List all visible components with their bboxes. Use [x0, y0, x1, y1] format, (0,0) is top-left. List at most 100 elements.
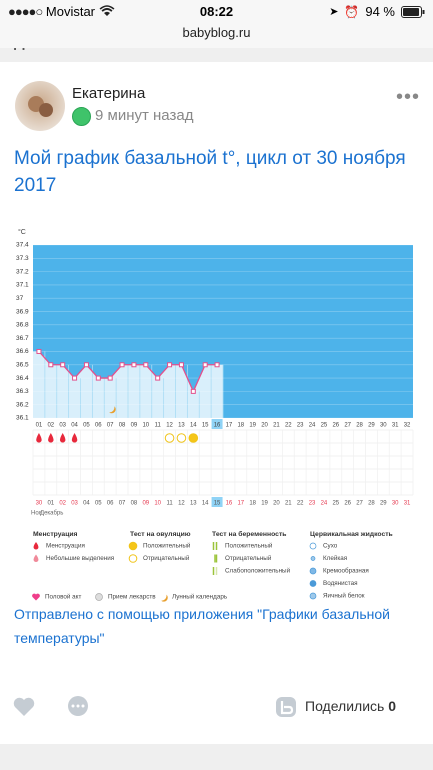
y-tick-label: 36.6 [16, 348, 29, 355]
ovulation-test [176, 433, 187, 443]
temperature-point [72, 375, 78, 381]
today-highlight [211, 497, 223, 507]
x-tick-label: 08 [119, 423, 126, 429]
calendar-date: 18 [249, 501, 256, 507]
y-unit: °C [18, 228, 26, 236]
legend-item: Слабоположительный [225, 567, 291, 575]
temperature-point [119, 362, 125, 368]
share-button[interactable] [274, 695, 298, 719]
y-tick-label: 36.4 [16, 375, 29, 382]
calendar-date: 05 [95, 501, 102, 507]
temperature-point [190, 388, 196, 394]
avatar[interactable] [14, 80, 66, 132]
calendar-date: 23 [309, 501, 316, 507]
legend-group-title: Тест на овуляцию [130, 531, 191, 538]
temperature-point [48, 362, 54, 368]
post-time: 9 минут назад [95, 107, 194, 124]
calendar-date: 03 [71, 501, 78, 507]
legend-icon [95, 593, 103, 601]
calendar-date: 15 [214, 501, 221, 507]
carrier-name: Movistar [45, 4, 96, 19]
x-tick-label: 28 [356, 423, 363, 429]
y-tick-label: 36.7 [16, 335, 29, 342]
shares-count: 0 [388, 698, 396, 714]
post-title[interactable]: Мой график базальной t°, цикл от 30 нояб… [14, 148, 406, 196]
x-tick-label: 13 [178, 423, 185, 429]
comment-button[interactable] [68, 696, 88, 716]
legend-icon [309, 592, 317, 600]
clock: 08:22 [199, 4, 234, 19]
y-tick-label: 36.5 [16, 361, 29, 368]
legend-icon [128, 554, 138, 563]
y-tick-label: 37.1 [16, 282, 29, 289]
calendar-date: 12 [178, 501, 185, 507]
legend-item: Лунный календарь [172, 593, 228, 601]
menstruation-drop [36, 433, 42, 443]
y-tick-label: 36.3 [16, 388, 29, 395]
x-tick-label: 15 [202, 423, 209, 429]
x-tick-label: 24 [309, 423, 316, 429]
x-tick-label: 09 [131, 423, 138, 429]
legend-item: Яичный белок [323, 592, 365, 600]
legend-icon [309, 567, 317, 575]
like-button[interactable] [13, 697, 35, 716]
ovulation-test [188, 433, 199, 443]
author-name[interactable]: Екатерина [72, 85, 146, 102]
temperature-point [143, 362, 149, 368]
x-tick-label: 04 [71, 423, 78, 429]
y-tick-label: 37 [16, 295, 24, 302]
calendar-date: 06 [107, 501, 114, 507]
action-icons [13, 696, 88, 716]
legend-item: Менструация [46, 543, 85, 550]
legend-icon [33, 554, 39, 563]
menstruation-drop [71, 433, 78, 443]
month-label: Ноя [31, 511, 42, 517]
temperature-point [167, 362, 173, 368]
legend-icon [309, 580, 317, 587]
temperature-point [107, 375, 113, 381]
status-right: ➤ ⏰ 94 % [329, 4, 425, 19]
shares: Поделились 0 [305, 698, 396, 714]
url[interactable]: babyblog.ru [182, 25, 251, 40]
calendar-date: 30 [36, 501, 43, 507]
calendar-date: 20 [273, 501, 280, 507]
x-tick-label: 23 [297, 423, 304, 429]
legend-item: Прием лекарств [108, 594, 156, 601]
x-tick-label: 10 [142, 423, 149, 429]
legend-icon [212, 567, 218, 575]
legend-item: Сухо [323, 543, 338, 550]
temperature-point [202, 362, 208, 368]
legend-icon [310, 556, 316, 561]
x-tick-label: 27 [344, 423, 351, 429]
legend-item: Положительный [143, 542, 191, 550]
y-tick-label: 36.9 [16, 308, 29, 315]
calendar-date: 30 [392, 501, 399, 507]
x-tick-label: 18 [237, 423, 244, 429]
legend-icon [212, 554, 218, 563]
legend-item: Клейкая [323, 554, 347, 562]
app-link[interactable]: Отправлено с помощью приложения "Графики… [14, 606, 390, 646]
calendar-date: 04 [83, 501, 90, 507]
calendar-date: 26 [344, 501, 351, 507]
y-tick-label: 36.8 [16, 322, 29, 329]
calendar-date: 16 [226, 501, 233, 507]
x-tick-label: 21 [273, 423, 280, 429]
x-tick-label: 05 [83, 423, 90, 429]
legend-group-title: Цервикальная жидкость [310, 531, 393, 538]
carrier: ●●●●○ Movistar [8, 4, 115, 19]
more-menu[interactable]: ••• [396, 86, 421, 108]
x-tick-label: 26 [332, 423, 339, 429]
x-tick-label: 11 [155, 423, 162, 429]
x-tick-label: 30 [380, 423, 387, 429]
legend-icon [309, 542, 317, 550]
legend-icon [32, 593, 40, 601]
calendar-date: 28 [368, 501, 375, 507]
temperature-point [83, 362, 89, 368]
legend-group-title: Тест на беременность [212, 530, 286, 538]
legend-item: Положительный [225, 542, 273, 550]
calendar-date: 08 [131, 501, 138, 507]
temperature-point [178, 362, 184, 368]
legend-icon [161, 594, 168, 602]
